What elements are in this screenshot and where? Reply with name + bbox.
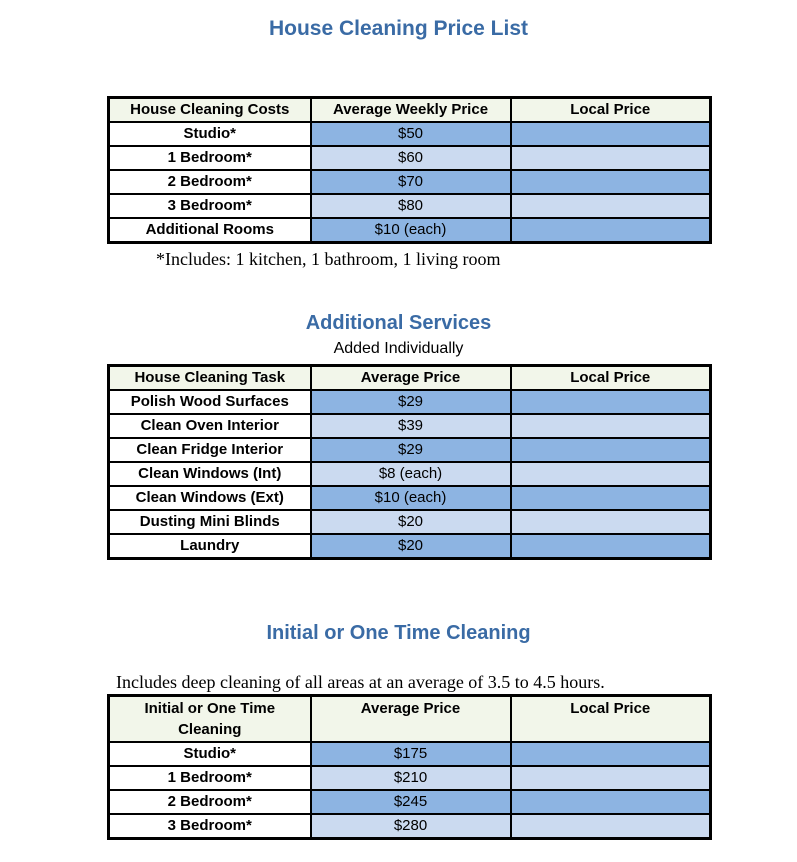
average-price-cell: $39: [309, 413, 512, 439]
average-price-cell: $210: [309, 765, 512, 791]
average-price-cell: $50: [309, 121, 512, 147]
row-label-cell: Studio*: [107, 741, 312, 767]
local-price-cell: [509, 413, 712, 439]
table-row: 1 Bedroom* $60: [107, 145, 712, 171]
row-label-cell: Polish Wood Surfaces: [107, 389, 312, 415]
row-label-cell: Clean Fridge Interior: [107, 437, 312, 463]
column-header-task: House Cleaning Task: [107, 364, 312, 391]
column-header-average-price: Average Price: [309, 694, 512, 743]
row-label-cell: 2 Bedroom*: [107, 789, 312, 815]
average-price-cell: $280: [309, 813, 512, 840]
local-price-cell: [509, 121, 712, 147]
local-price-cell: [509, 533, 712, 560]
column-header-local-price: Local Price: [509, 96, 712, 123]
local-price-cell: [509, 765, 712, 791]
house-cleaning-costs-table: House Cleaning Costs Average Weekly Pric…: [107, 96, 712, 244]
local-price-cell: [509, 741, 712, 767]
table-row: Additional Rooms $10 (each): [107, 217, 712, 244]
row-label-cell: Dusting Mini Blinds: [107, 509, 312, 535]
table-row: 2 Bedroom* $245: [107, 789, 712, 815]
row-label-cell: 3 Bedroom*: [107, 193, 312, 219]
table-row: Polish Wood Surfaces $29: [107, 389, 712, 415]
additional-services-table: House Cleaning Task Average Price Local …: [107, 364, 712, 560]
row-label-cell: Clean Windows (Ext): [107, 485, 312, 511]
initial-cleaning-table: Initial or One Time Cleaning Average Pri…: [107, 694, 712, 840]
table-header-row: House Cleaning Task Average Price Local …: [107, 364, 712, 391]
table-row: Dusting Mini Blinds $20: [107, 509, 712, 535]
average-price-cell: $29: [309, 389, 512, 415]
table-row: Clean Windows (Int) $8 (each): [107, 461, 712, 487]
table-header-row: Initial or One Time Cleaning Average Pri…: [107, 694, 712, 743]
local-price-cell: [509, 437, 712, 463]
average-price-cell: $80: [309, 193, 512, 219]
local-price-cell: [509, 389, 712, 415]
table-row: 3 Bedroom* $80: [107, 193, 712, 219]
table-row: Studio* $50: [107, 121, 712, 147]
local-price-cell: [509, 813, 712, 840]
column-header-local-price: Local Price: [509, 364, 712, 391]
average-price-cell: $29: [309, 437, 512, 463]
section-title-additional-services: Additional Services: [305, 312, 492, 334]
column-header-average-price: Average Price: [309, 364, 512, 391]
local-price-cell: [509, 509, 712, 535]
price-list-document: House Cleaning Price List House Cleaning…: [0, 16, 797, 862]
table-header-row: House Cleaning Costs Average Weekly Pric…: [107, 96, 712, 123]
column-header-task: Initial or One Time Cleaning: [107, 694, 312, 743]
table-row: 3 Bedroom* $280: [107, 813, 712, 840]
row-label-cell: Clean Windows (Int): [107, 461, 312, 487]
section-subtitle-added-individually: Added Individually: [333, 340, 464, 357]
includes-footnote: *Includes: 1 kitchen, 1 bathroom, 1 livi…: [156, 249, 501, 269]
average-price-cell: $70: [309, 169, 512, 195]
local-price-cell: [509, 145, 712, 171]
local-price-cell: [509, 789, 712, 815]
local-price-cell: [509, 485, 712, 511]
local-price-cell: [509, 217, 712, 244]
average-price-cell: $245: [309, 789, 512, 815]
row-label-cell: Studio*: [107, 121, 312, 147]
row-label-cell: 1 Bedroom*: [107, 145, 312, 171]
average-price-cell: $8 (each): [309, 461, 512, 487]
average-price-cell: $10 (each): [309, 485, 512, 511]
table-row: 1 Bedroom* $210: [107, 765, 712, 791]
row-label-cell: Clean Oven Interior: [107, 413, 312, 439]
row-label-cell: 3 Bedroom*: [107, 813, 312, 840]
column-header-average-price: Average Weekly Price: [309, 96, 512, 123]
average-price-cell: $10 (each): [309, 217, 512, 244]
average-price-cell: $20: [309, 533, 512, 560]
table-row: Laundry $20: [107, 533, 712, 560]
average-price-cell: $60: [309, 145, 512, 171]
average-price-cell: $20: [309, 509, 512, 535]
section-title-initial-cleaning: Initial or One Time Cleaning: [266, 622, 531, 644]
column-header-local-price: Local Price: [509, 694, 712, 743]
deep-cleaning-note: Includes deep cleaning of all areas at a…: [116, 672, 605, 692]
table-row: Clean Windows (Ext) $10 (each): [107, 485, 712, 511]
table-row: Clean Oven Interior $39: [107, 413, 712, 439]
row-label-cell: 2 Bedroom*: [107, 169, 312, 195]
row-label-cell: Laundry: [107, 533, 312, 560]
table-row: Clean Fridge Interior $29: [107, 437, 712, 463]
table-row: Studio* $175: [107, 741, 712, 767]
table-row: 2 Bedroom* $70: [107, 169, 712, 195]
column-header-task: House Cleaning Costs: [107, 96, 312, 123]
average-price-cell: $175: [309, 741, 512, 767]
row-label-cell: 1 Bedroom*: [107, 765, 312, 791]
local-price-cell: [509, 461, 712, 487]
local-price-cell: [509, 169, 712, 195]
page-title: House Cleaning Price List: [268, 17, 529, 40]
local-price-cell: [509, 193, 712, 219]
row-label-cell: Additional Rooms: [107, 217, 312, 244]
